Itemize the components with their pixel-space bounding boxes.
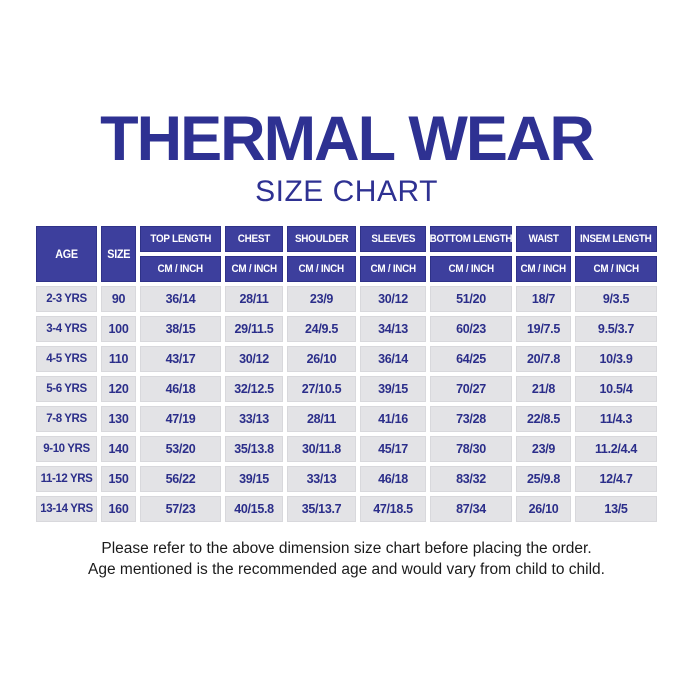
value-cell-shoulder: 35/13.7	[287, 496, 356, 522]
value-cell-insem-length: 9/3.5	[575, 286, 657, 312]
value-cell-bottom-length: 51/20	[430, 286, 512, 312]
value-cell-top-length: 46/18	[140, 376, 221, 402]
value-cell-top-length: 36/14	[140, 286, 221, 312]
header-cell-top-length: TOP LENGTH	[140, 226, 221, 252]
value-cell-chest: 30/12	[225, 346, 283, 372]
value-cell-chest: 39/15	[225, 466, 283, 492]
value-cell-bottom-length: 83/32	[430, 466, 512, 492]
value-cell-shoulder: 30/11.8	[287, 436, 356, 462]
unit-cell-shoulder: CM / INCH	[287, 256, 356, 282]
value-cell-top-length: 56/22	[140, 466, 221, 492]
value-cell-waist: 18/7	[516, 286, 571, 312]
value-cell-sleeves: 36/14	[360, 346, 426, 372]
value-cell-top-length: 57/23	[140, 496, 221, 522]
value-cell-waist: 21/8	[516, 376, 571, 402]
header-cell-waist: WAIST	[516, 226, 571, 252]
footer-line-2: Age mentioned is the recommended age and…	[88, 561, 605, 578]
value-cell-chest: 29/11.5	[225, 316, 283, 342]
age-cell: 2-3 YRS	[36, 286, 97, 312]
value-cell-chest: 40/15.8	[225, 496, 283, 522]
age-cell: 4-5 YRS	[36, 346, 97, 372]
value-cell-insem-length: 12/4.7	[575, 466, 657, 492]
value-cell-bottom-length: 78/30	[430, 436, 512, 462]
header-cell-age: AGE	[36, 226, 97, 282]
value-cell-waist: 19/7.5	[516, 316, 571, 342]
value-cell-sleeves: 34/13	[360, 316, 426, 342]
value-cell-sleeves: 39/15	[360, 376, 426, 402]
size-cell: 100	[101, 316, 136, 342]
value-cell-shoulder: 33/13	[287, 466, 356, 492]
value-cell-shoulder: 28/11	[287, 406, 356, 432]
header-cell-size: SIZE	[101, 226, 136, 282]
value-cell-bottom-length: 60/23	[430, 316, 512, 342]
value-cell-sleeves: 30/12	[360, 286, 426, 312]
value-cell-bottom-length: 70/27	[430, 376, 512, 402]
unit-cell-chest: CM / INCH	[225, 256, 283, 282]
header-cell-shoulder: SHOULDER	[287, 226, 356, 252]
value-cell-sleeves: 47/18.5	[360, 496, 426, 522]
value-cell-bottom-length: 64/25	[430, 346, 512, 372]
value-cell-insem-length: 11/4.3	[575, 406, 657, 432]
value-cell-insem-length: 10.5/4	[575, 376, 657, 402]
value-cell-chest: 32/12.5	[225, 376, 283, 402]
value-cell-sleeves: 45/17	[360, 436, 426, 462]
unit-cell-top-length: CM / INCH	[140, 256, 221, 282]
header-cell-sleeves: SLEEVES	[360, 226, 426, 252]
header-cell-insem-length: INSEM LENGTH	[575, 226, 657, 252]
value-cell-sleeves: 41/16	[360, 406, 426, 432]
value-cell-insem-length: 9.5/3.7	[575, 316, 657, 342]
size-cell: 150	[101, 466, 136, 492]
size-cell: 90	[101, 286, 136, 312]
unit-cell-waist: CM / INCH	[516, 256, 571, 282]
value-cell-shoulder: 24/9.5	[287, 316, 356, 342]
size-cell: 110	[101, 346, 136, 372]
value-cell-insem-length: 11.2/4.4	[575, 436, 657, 462]
value-cell-waist: 20/7.8	[516, 346, 571, 372]
value-cell-top-length: 47/19	[140, 406, 221, 432]
unit-cell-bottom-length: CM / INCH	[430, 256, 512, 282]
unit-cell-sleeves: CM / INCH	[360, 256, 426, 282]
age-cell: 11-12 YRS	[36, 466, 97, 492]
value-cell-shoulder: 26/10	[287, 346, 356, 372]
value-cell-insem-length: 13/5	[575, 496, 657, 522]
value-cell-bottom-length: 87/34	[430, 496, 512, 522]
age-cell: 9-10 YRS	[36, 436, 97, 462]
value-cell-top-length: 38/15	[140, 316, 221, 342]
size-table: AGE SIZE TOP LENGTH CM / INCH CHEST CM / INCH…	[36, 226, 657, 522]
value-cell-shoulder: 27/10.5	[287, 376, 356, 402]
unit-cell-insem-length: CM / INCH	[575, 256, 657, 282]
value-cell-chest: 28/11	[225, 286, 283, 312]
size-cell: 160	[101, 496, 136, 522]
footer-note: Please refer to the above dimension size…	[0, 538, 693, 580]
value-cell-waist: 23/9	[516, 436, 571, 462]
age-cell: 5-6 YRS	[36, 376, 97, 402]
age-cell: 3-4 YRS	[36, 316, 97, 342]
header-cell-bottom-length: BOTTOM LENGTH	[430, 226, 513, 252]
value-cell-chest: 35/13.8	[225, 436, 283, 462]
value-cell-waist: 25/9.8	[516, 466, 571, 492]
value-cell-shoulder: 23/9	[287, 286, 356, 312]
value-cell-sleeves: 46/18	[360, 466, 426, 492]
age-cell: 13-14 YRS	[36, 496, 97, 522]
value-cell-top-length: 43/17	[140, 346, 221, 372]
value-cell-waist: 22/8.5	[516, 406, 571, 432]
value-cell-top-length: 53/20	[140, 436, 221, 462]
value-cell-chest: 33/13	[225, 406, 283, 432]
size-cell: 120	[101, 376, 136, 402]
value-cell-bottom-length: 73/28	[430, 406, 512, 432]
age-cell: 7-8 YRS	[36, 406, 97, 432]
value-cell-waist: 26/10	[516, 496, 571, 522]
page-title: THERMAL WEAR	[100, 104, 595, 174]
footer-line-1: Please refer to the above dimension size…	[101, 540, 592, 557]
size-cell: 130	[101, 406, 136, 432]
size-cell: 140	[101, 436, 136, 462]
header-cell-chest: CHEST	[225, 226, 283, 252]
page-subtitle: SIZE CHART	[255, 175, 438, 208]
value-cell-insem-length: 10/3.9	[575, 346, 657, 372]
